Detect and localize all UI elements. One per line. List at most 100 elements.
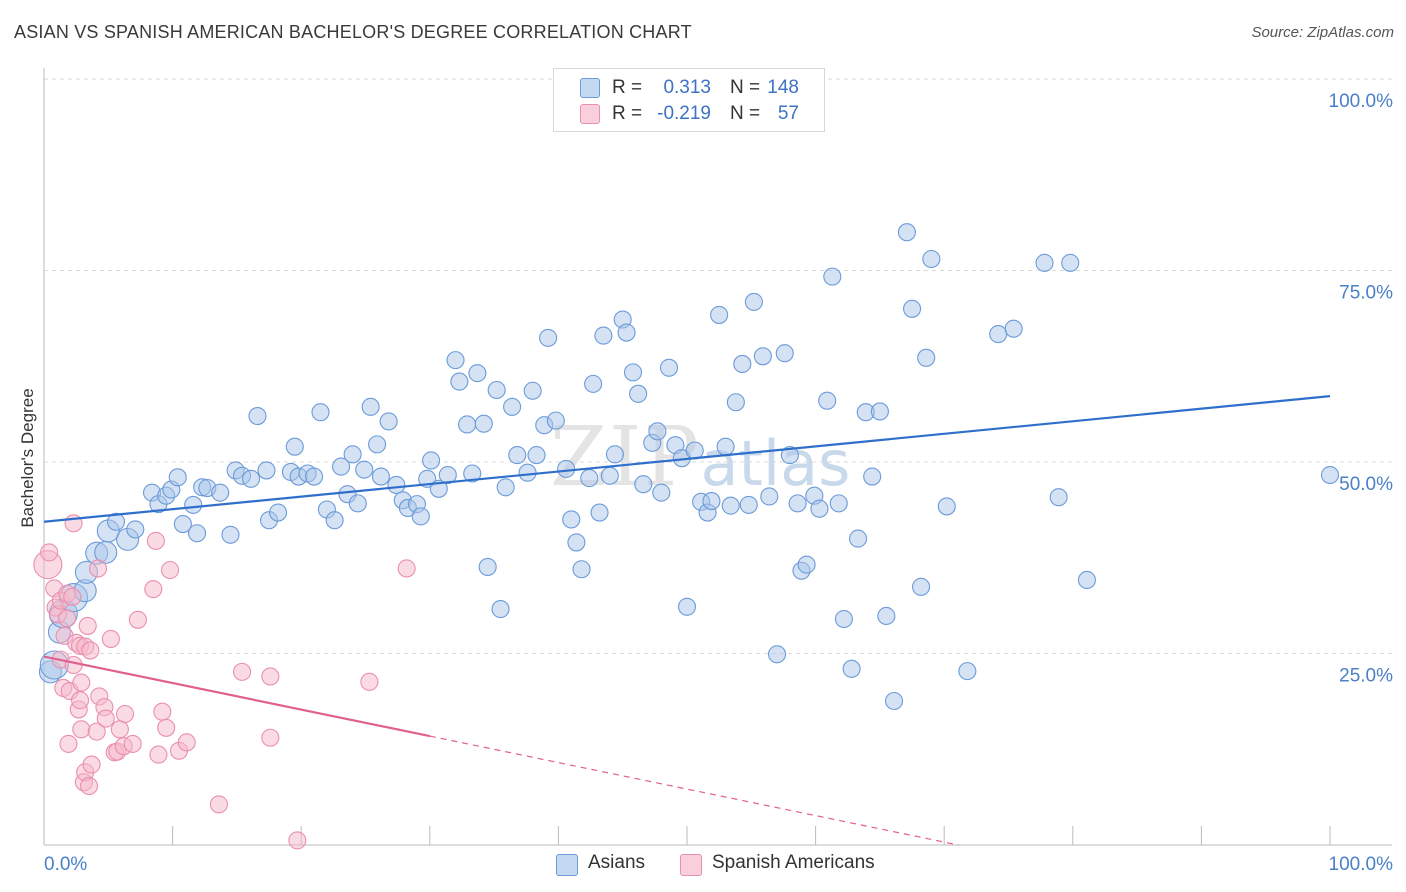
asian-point xyxy=(590,503,609,522)
asian-point xyxy=(348,494,367,513)
spanish-point xyxy=(101,629,120,648)
asian-point xyxy=(422,451,441,470)
asian-point xyxy=(912,577,931,596)
spanish-swatch xyxy=(680,854,702,876)
asian-point xyxy=(355,460,374,479)
asian-point xyxy=(491,600,510,619)
asian-point xyxy=(305,467,324,486)
asian-point xyxy=(221,525,240,544)
asian-point xyxy=(989,325,1008,344)
asian-point xyxy=(823,267,842,286)
n-value: 148 xyxy=(767,77,799,98)
tick-labels: 100.0% 75.0% 50.0% 25.0% 0.0% 100.0% xyxy=(44,91,1393,875)
asian-point xyxy=(863,467,882,486)
legend-label-spanish: Spanish Americans xyxy=(712,852,875,873)
asian-point xyxy=(1004,319,1023,338)
asian-point xyxy=(834,609,853,629)
asian-point xyxy=(458,415,477,434)
asian-point xyxy=(726,393,745,412)
spanish-point xyxy=(87,722,106,741)
asian-point xyxy=(1061,253,1080,272)
y-tick-label: 75.0% xyxy=(1339,283,1393,304)
asian-point xyxy=(767,645,787,664)
spanish-point xyxy=(82,755,101,774)
asian-point xyxy=(721,496,740,515)
asian-point xyxy=(527,446,546,465)
asian-point xyxy=(937,497,956,516)
asian-point xyxy=(710,305,729,324)
spanish-point xyxy=(397,559,416,578)
spanish-point xyxy=(177,733,196,752)
x-tick-label-max: 100.0% xyxy=(1329,854,1394,875)
asian-point xyxy=(842,659,861,678)
asian-point xyxy=(474,414,493,433)
spanish-point xyxy=(58,609,77,628)
asian-point xyxy=(897,223,916,242)
asian-point xyxy=(446,351,465,370)
axes xyxy=(43,68,1392,846)
spanish-points xyxy=(33,514,416,850)
spanish-point xyxy=(261,728,280,747)
asian-point xyxy=(572,560,591,579)
asian-point xyxy=(584,374,603,393)
asian-point xyxy=(818,391,837,410)
asian-point xyxy=(411,507,430,526)
asian-point xyxy=(332,457,351,476)
asian-point xyxy=(753,347,772,366)
asian-point xyxy=(744,292,763,311)
asian-point xyxy=(652,483,671,502)
asian-point xyxy=(829,494,848,513)
correlation-legend: R = 0.313 N = 148 R = -0.219 N = 57 xyxy=(553,68,825,132)
y-tick-label: 25.0% xyxy=(1339,666,1393,687)
spanish-point xyxy=(128,610,147,629)
chart-title: ASIAN VS SPANISH AMERICAN BACHELOR'S DEG… xyxy=(14,22,692,42)
asian-point xyxy=(257,461,276,480)
y-tick-label: 100.0% xyxy=(1329,91,1394,112)
spanish-point xyxy=(288,831,307,850)
asian-points xyxy=(38,223,1340,711)
asian-point xyxy=(496,478,515,497)
asian-point xyxy=(325,511,344,530)
asian-point xyxy=(387,475,406,495)
y-axis-label: Bachelor's Degree xyxy=(18,388,37,527)
spanish-trend-extension xyxy=(429,735,959,846)
asian-point xyxy=(106,512,126,531)
n-value: 57 xyxy=(777,103,799,124)
asian-point xyxy=(739,495,758,514)
spanish-point xyxy=(88,559,108,578)
asian-point xyxy=(557,459,576,478)
spanish-point xyxy=(153,702,172,721)
spanish-point xyxy=(261,667,280,686)
spanish-point xyxy=(40,543,59,562)
asian-point xyxy=(1035,253,1054,272)
asian-point xyxy=(269,503,288,522)
asian-point xyxy=(648,422,667,441)
legend-label-asians: Asians xyxy=(588,852,646,873)
spanish-point xyxy=(110,720,129,739)
asian-point xyxy=(902,299,922,318)
asian-point xyxy=(848,529,868,548)
spanish-point xyxy=(115,704,135,724)
asian-point xyxy=(539,328,558,347)
asian-point xyxy=(870,402,889,421)
asian-point xyxy=(775,344,794,363)
asian-point xyxy=(371,467,390,486)
asian-point xyxy=(629,384,648,403)
asian-point xyxy=(343,445,362,464)
asian-point xyxy=(877,606,896,626)
trend-lines xyxy=(43,395,1331,846)
asian-point xyxy=(463,464,482,483)
spanish-point xyxy=(72,720,91,739)
asian-point xyxy=(659,358,679,377)
spanish-point xyxy=(157,718,176,737)
asian-point xyxy=(1320,465,1340,485)
asian-point xyxy=(187,524,207,543)
spanish-trend-line xyxy=(43,655,431,738)
asian-point xyxy=(508,446,527,465)
asian-point xyxy=(917,348,936,367)
spanish-point xyxy=(79,776,99,796)
series-legend: Asians Spanish Americans xyxy=(0,852,1406,878)
r-label: R = xyxy=(612,103,643,124)
asian-swatch xyxy=(580,78,600,98)
asian-point xyxy=(702,492,721,511)
